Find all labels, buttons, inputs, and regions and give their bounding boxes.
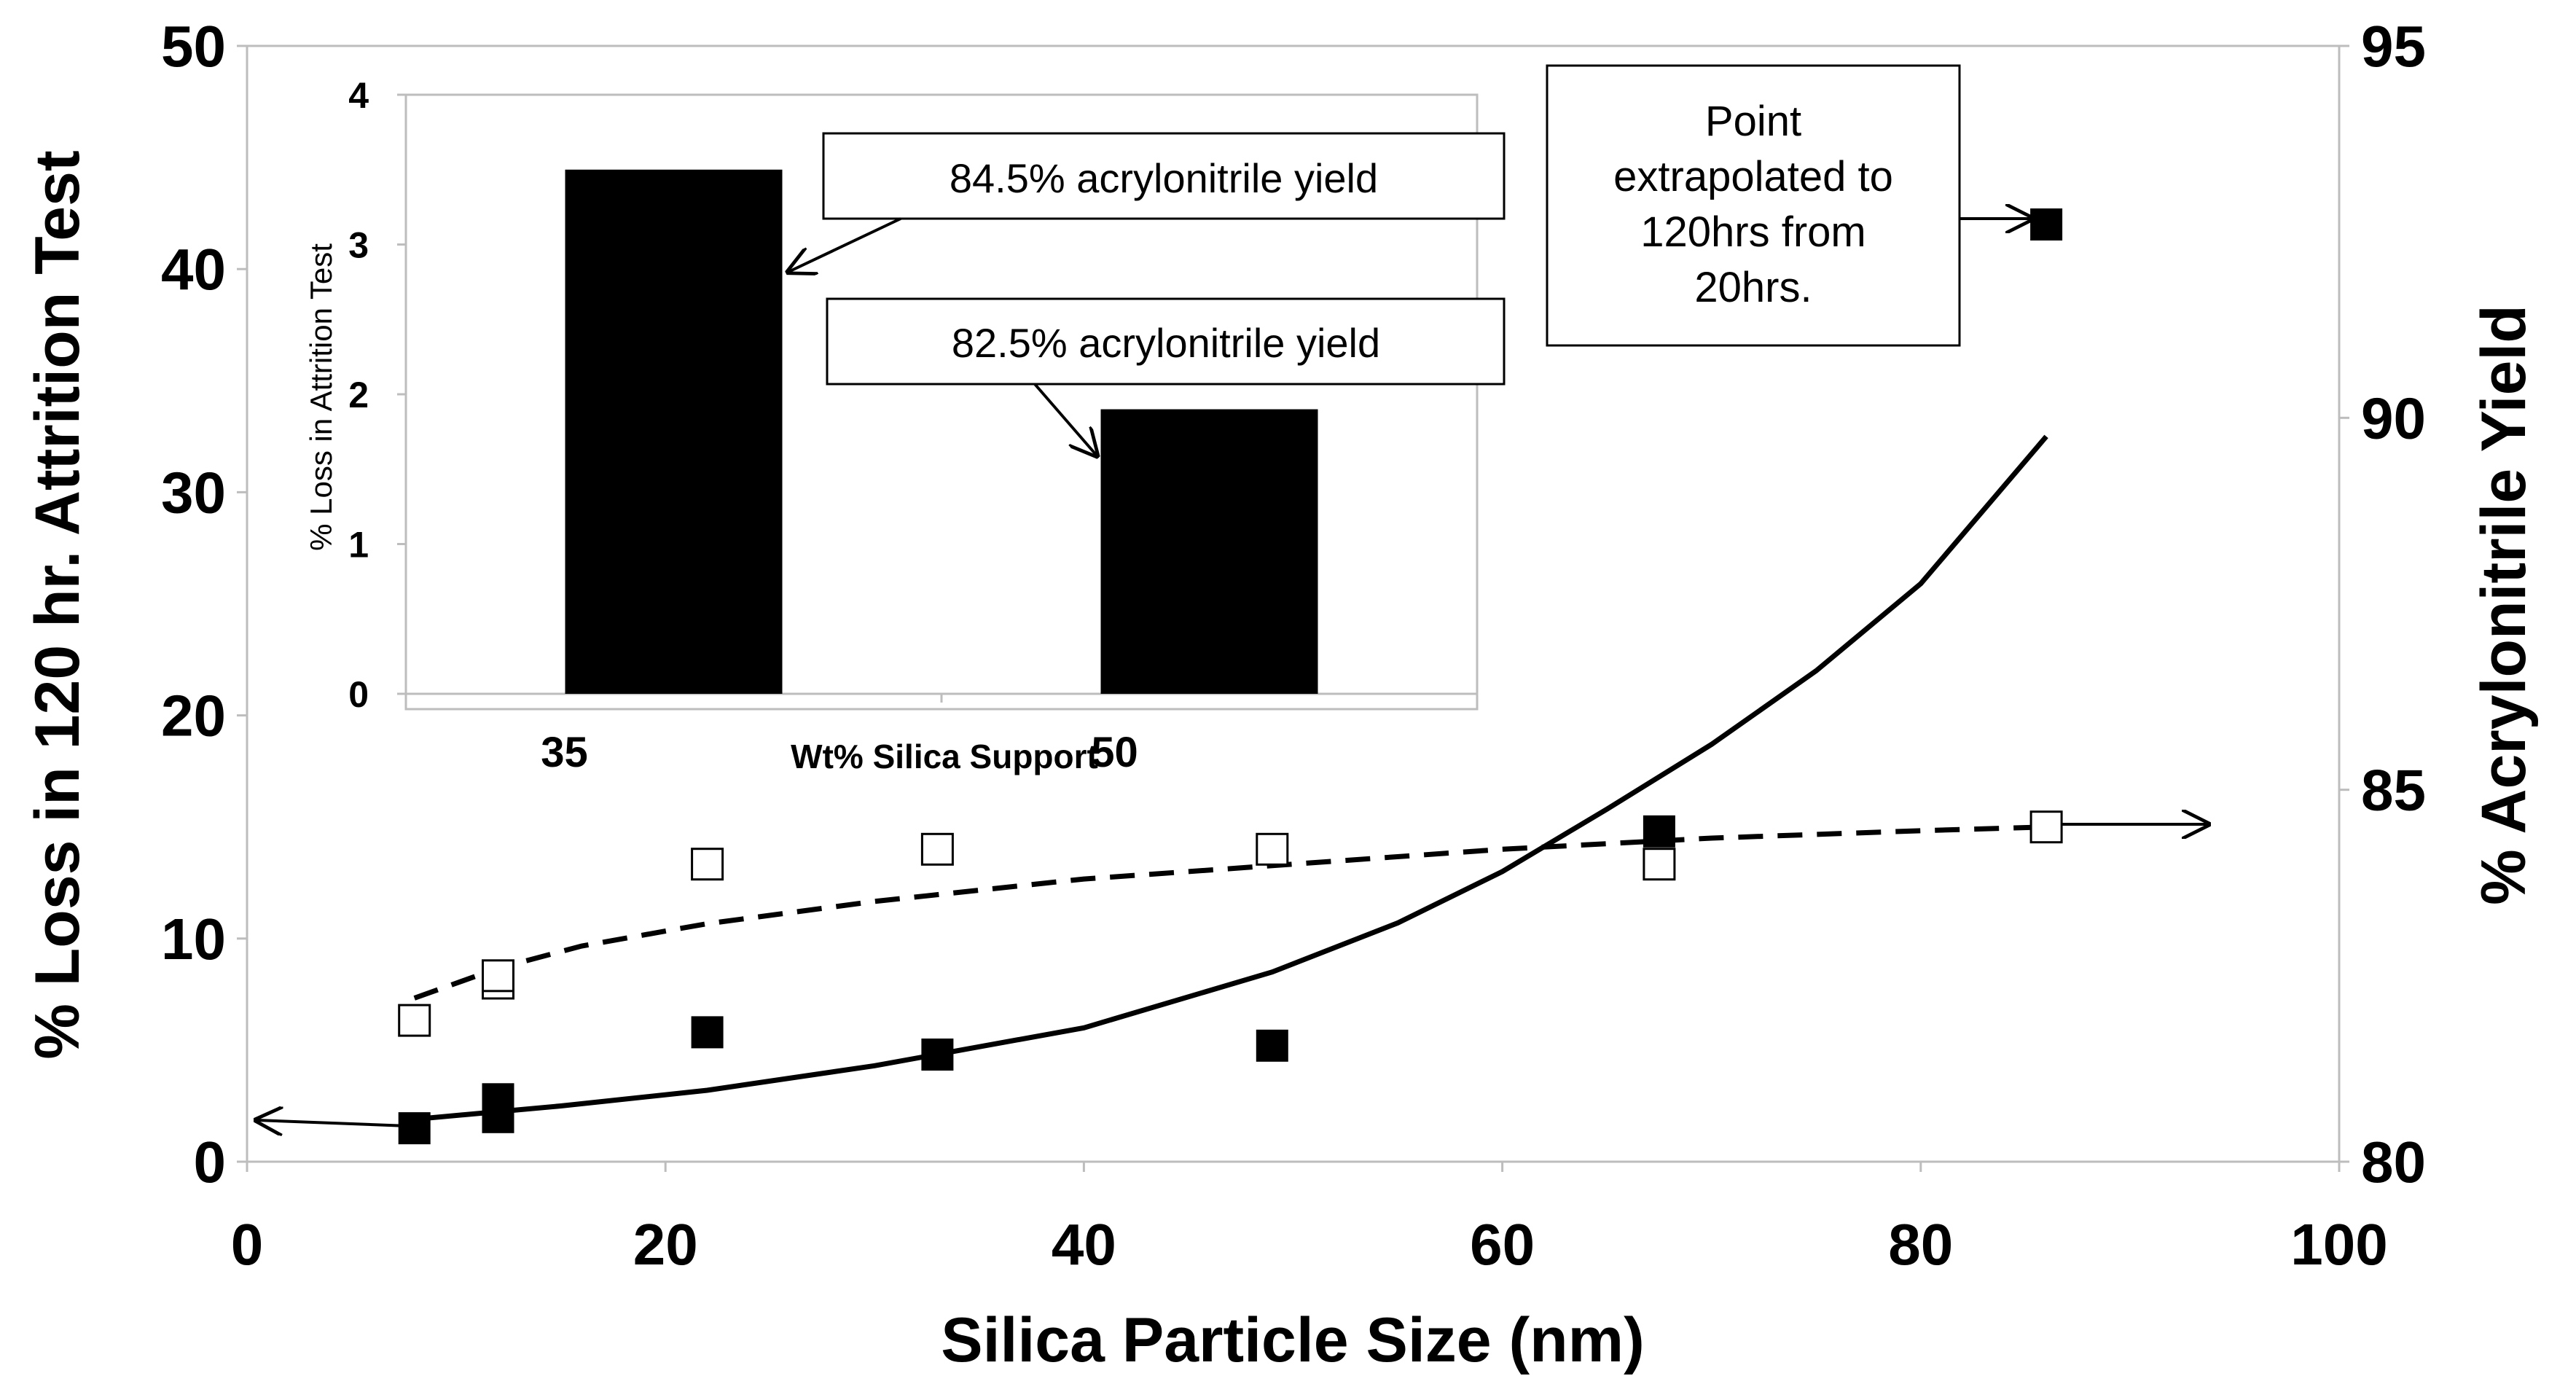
y-axis-left-title: % Loss in 120 hr. Attrition Test [23, 150, 93, 1059]
inset-y-tick-label: 3 [348, 225, 369, 266]
x-tick-label: 100 [2290, 1212, 2387, 1277]
attrition-data-point [2030, 208, 2063, 241]
inset-bar-35 [565, 169, 783, 694]
inset-y-axis-title: % Loss in Attrition Test [304, 243, 338, 551]
extrapolated-annotation-line-1: Point [1705, 98, 1801, 145]
y-left-tick-label: 40 [161, 237, 226, 302]
inset-yield-50-box [826, 297, 1506, 386]
yield-data-point [1256, 832, 1289, 866]
y-left-tick-label: 50 [161, 14, 226, 79]
extrapolated-annotation-line-2: extrapolated to [1613, 153, 1893, 200]
attrition-data-point [482, 1083, 514, 1116]
attrition-data-point [398, 1112, 431, 1145]
inset-yield-50-label: 82.5% acrylonitrile yield [952, 320, 1380, 366]
inset-x-tick-label: 50 [1091, 729, 1138, 776]
inset-bar-50 [1100, 409, 1318, 694]
x-axis-title: Silica Particle Size (nm) [941, 1305, 1644, 1375]
inset-yield-35-box [822, 132, 1506, 220]
attrition-exponential-fit-line [414, 434, 2048, 1122]
y-right-tick-label: 85 [2361, 758, 2426, 823]
y-right-tick-label: 95 [2361, 14, 2426, 79]
extrapolated-annotation-line-4: 20hrs. [1694, 264, 1812, 311]
x-tick-label: 40 [1052, 1212, 1116, 1277]
inset-y-tick-label: 2 [348, 375, 369, 415]
extrapolated-annotation-line-3: 120hrs from [1640, 208, 1866, 256]
yield-log-fit-line [413, 824, 2047, 1001]
inset-bars [565, 169, 1318, 694]
x-tick-label: 80 [1888, 1212, 1953, 1277]
inset-chart: 0 1 2 3 4 35 50 Wt% Silica Support % Loss in A… [304, 75, 1506, 776]
main-trendlines [413, 434, 2048, 1122]
yield-data-point [691, 848, 724, 881]
y-left-tick-label: 20 [161, 684, 226, 748]
yield-data-point [2029, 810, 2063, 844]
x-tick-label: 0 [231, 1212, 264, 1277]
inset-x-axis-title: Wt% Silica Support [791, 738, 1098, 775]
extrapolated-annotation-box [1546, 64, 1961, 347]
attrition-data-point [1643, 815, 1675, 848]
main-points [398, 208, 2063, 1145]
y-right-tick-label: 90 [2361, 386, 2426, 450]
yield-data-point [1643, 848, 1676, 881]
yield-data-point [482, 959, 514, 993]
y-left-tick-label: 0 [194, 1130, 227, 1194]
inset-yield-35-arrow [788, 217, 901, 272]
y-right-tick-label: 80 [2361, 1130, 2426, 1194]
x-tick-label: 60 [1470, 1212, 1535, 1277]
inset-y-tick-label: 0 [348, 674, 369, 715]
left-axis-indicator-arrow [257, 1120, 409, 1126]
x-tick-label: 20 [633, 1212, 698, 1277]
attrition-data-point [1256, 1029, 1288, 1062]
extrapolated-annotation: Point extrapolated to 120hrs from 20hrs. [1546, 64, 2032, 347]
y-left-tick-label: 30 [161, 460, 226, 525]
yield-data-point [920, 832, 954, 866]
inset-x-tick-label: 35 [541, 729, 588, 776]
inset-y-tick-label: 1 [348, 525, 369, 566]
y-axis-right-title: % Acrylonitrile Yield [2469, 305, 2539, 905]
plot-area [246, 44, 2341, 1163]
inset-yield-35-label: 84.5% acrylonitrile yield [950, 155, 1378, 201]
attrition-data-point [921, 1039, 954, 1071]
inset-yield-50-arrow [1033, 383, 1097, 455]
inset-y-tick-label: 4 [348, 75, 369, 116]
yield-data-point [398, 1004, 431, 1037]
attrition-data-point [691, 1016, 724, 1049]
y-left-tick-label: 10 [161, 907, 226, 971]
